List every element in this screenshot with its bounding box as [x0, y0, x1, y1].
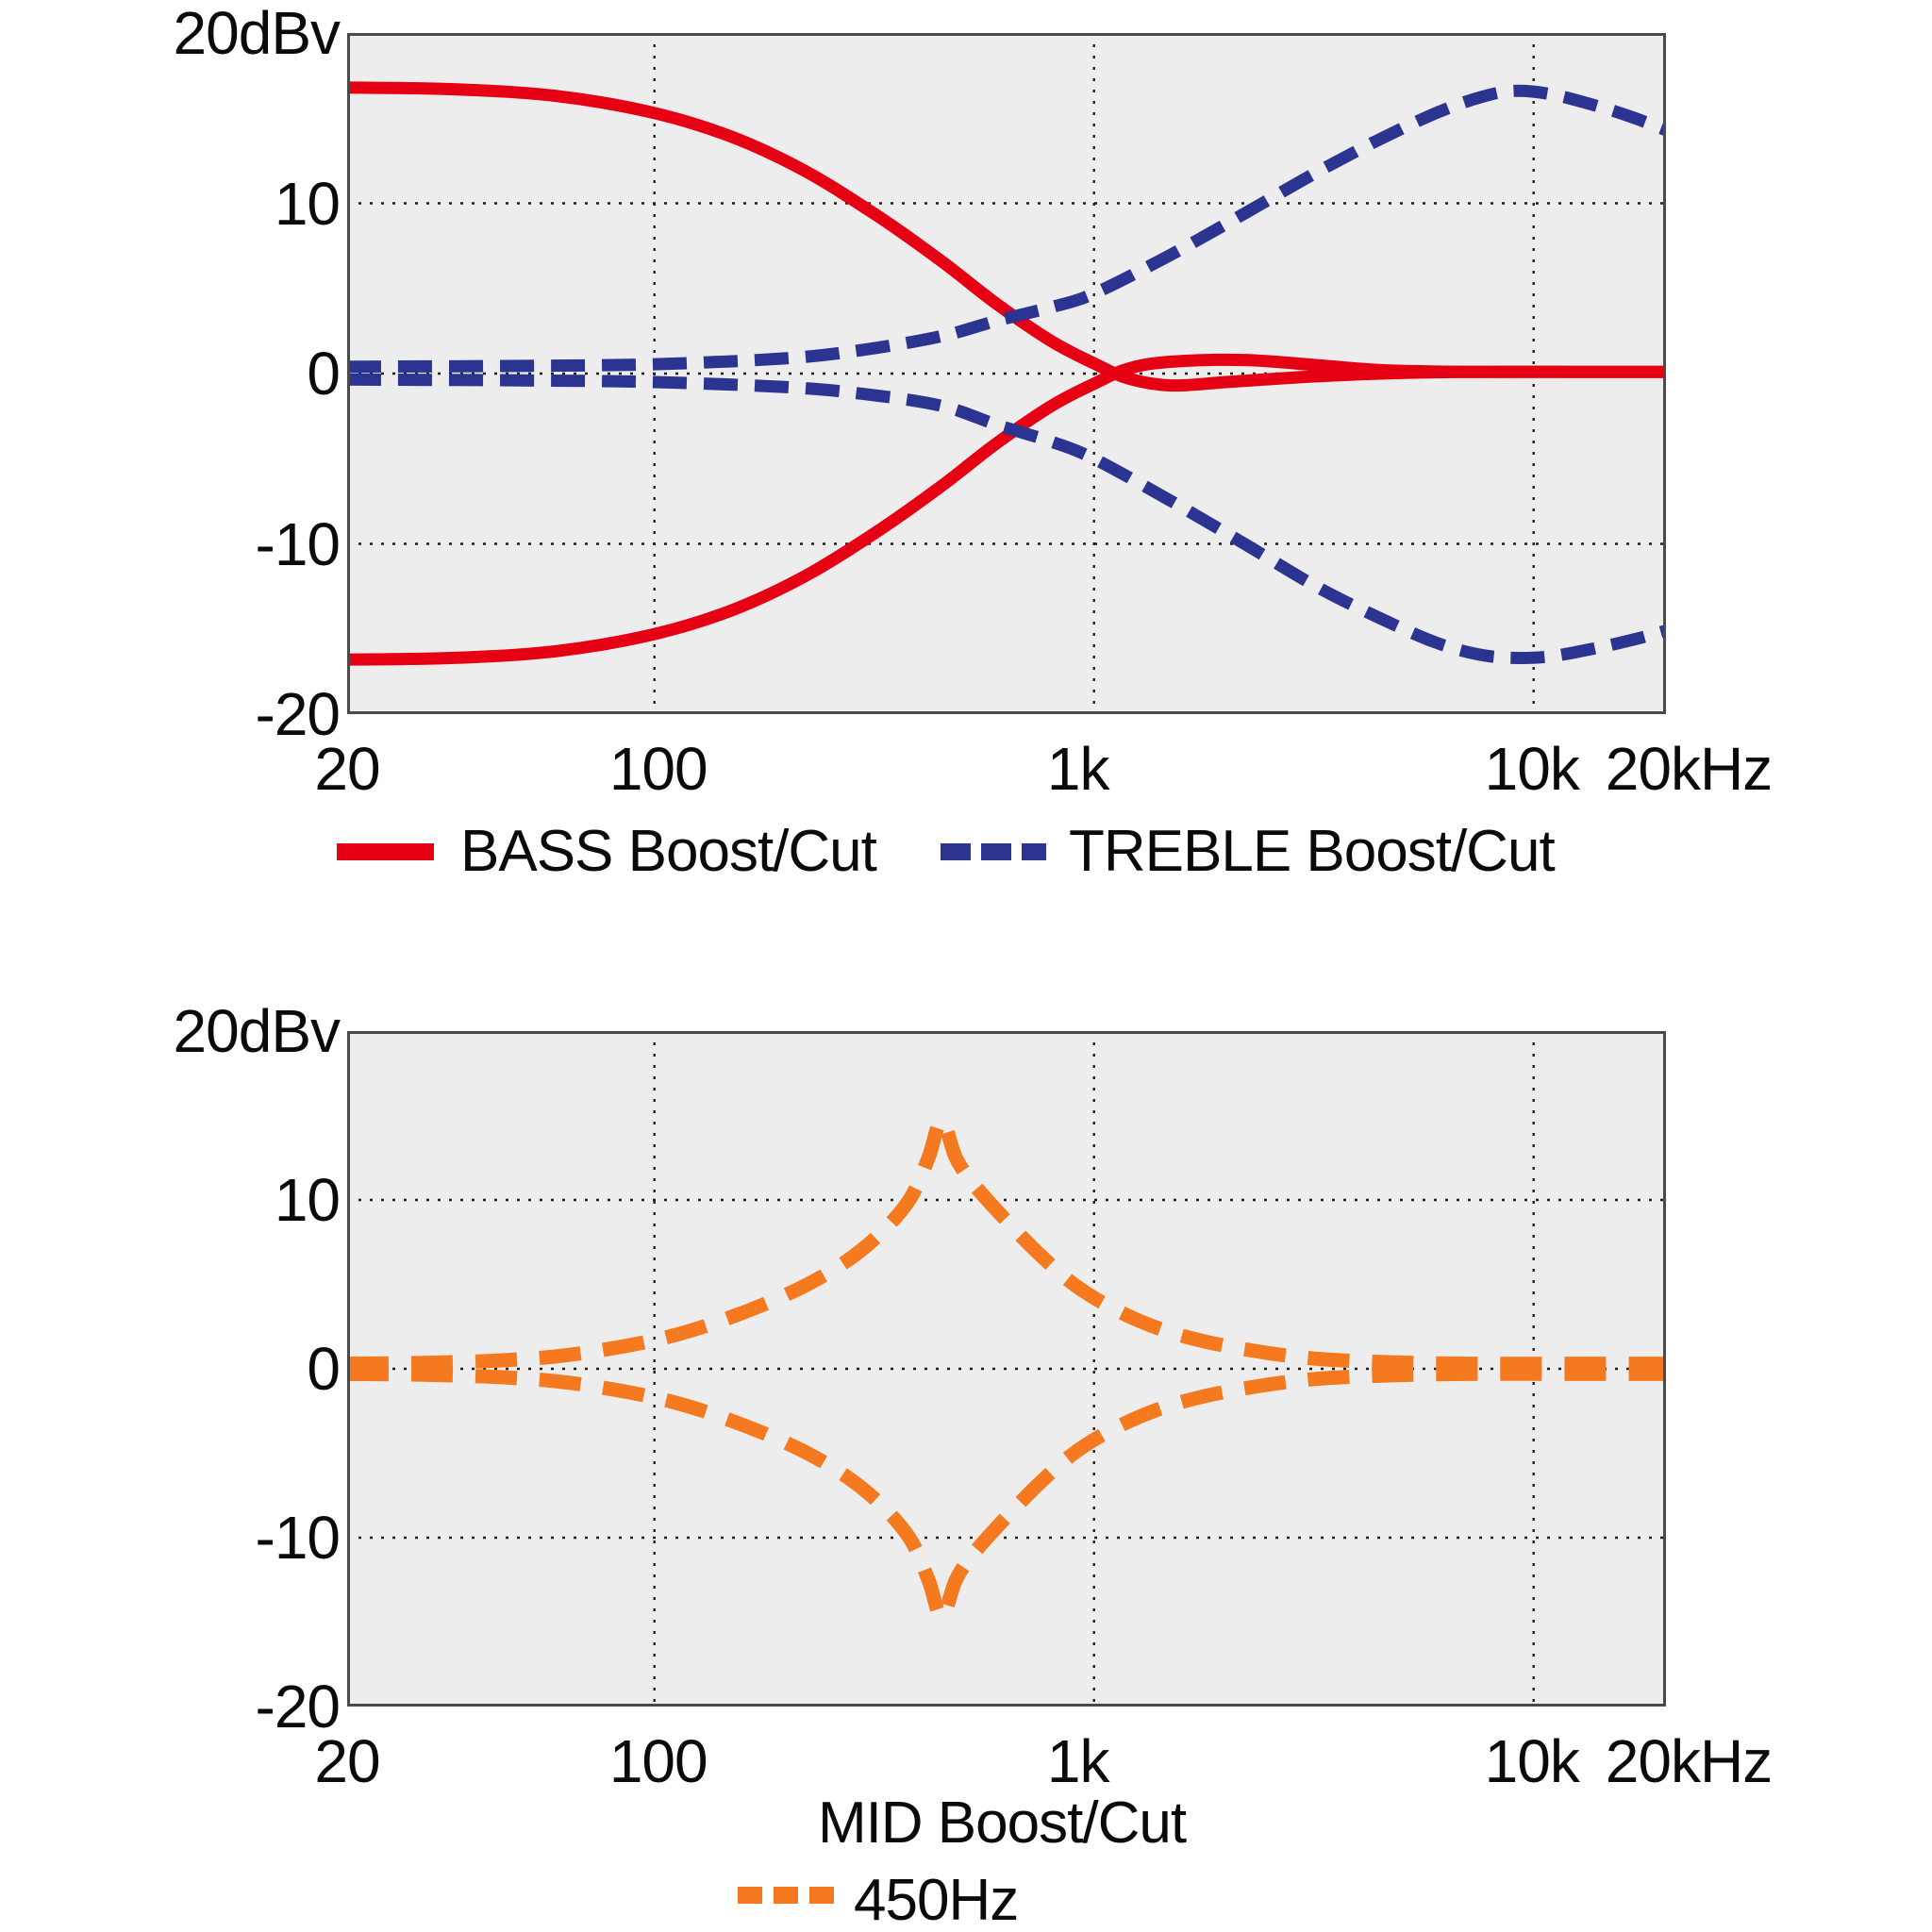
y-tick-label-20dBv: 20dBv: [173, 997, 341, 1065]
mid-chart-title: MID Boost/Cut: [817, 1790, 1187, 1856]
x-tick-label-20: 20: [314, 735, 380, 803]
bass-legend-label: BASS Boost/Cut: [460, 819, 877, 884]
x-tick-label-1k: 1k: [1046, 1727, 1110, 1795]
curve-mid-cut-450hz: [347, 1366, 1666, 1624]
x-tick-label-20kHz: 20kHz: [1605, 735, 1773, 803]
y-tick-label--20: -20: [255, 1673, 341, 1740]
x-tick-label-1k: 1k: [1046, 735, 1110, 803]
treble-legend-label: TREBLE Boost/Cut: [1069, 819, 1556, 884]
curve-treble-cut: [347, 373, 1666, 664]
y-tick-label-0: 0: [307, 340, 341, 408]
y-tick-label-10: 10: [274, 169, 341, 238]
x-tick-label-20: 20: [314, 1727, 380, 1795]
mid-legend-label: 450Hz: [854, 1868, 1019, 1932]
bass-treble-plot-area: [347, 33, 1666, 714]
bass-legend-swatch-solid-line-icon: [337, 843, 434, 860]
y-tick-label--20: -20: [255, 680, 341, 748]
mid-legend-swatch-dashed-line-icon: [738, 1887, 834, 1904]
treble-legend-swatch-dashed-line-icon: [941, 843, 1046, 860]
y-tick-label-0: 0: [307, 1335, 341, 1403]
y-tick-label-10: 10: [274, 1166, 341, 1234]
x-tick-label-100: 100: [608, 735, 708, 803]
y-tick-label-20dBv: 20dBv: [173, 0, 341, 67]
x-tick-label-20kHz: 20kHz: [1605, 1727, 1773, 1795]
curve-mid-boost-450hz: [347, 1113, 1666, 1372]
mid-plot-area: [347, 1031, 1666, 1707]
x-tick-label-100: 100: [608, 1727, 708, 1795]
curve-treble-boost: [347, 84, 1666, 374]
x-tick-label-10k: 10k: [1484, 1727, 1580, 1795]
curve-bass-cut: [347, 353, 1666, 666]
x-tick-label-10k: 10k: [1484, 735, 1580, 803]
y-tick-label--10: -10: [255, 1504, 341, 1572]
y-tick-label--10: -10: [255, 509, 341, 578]
